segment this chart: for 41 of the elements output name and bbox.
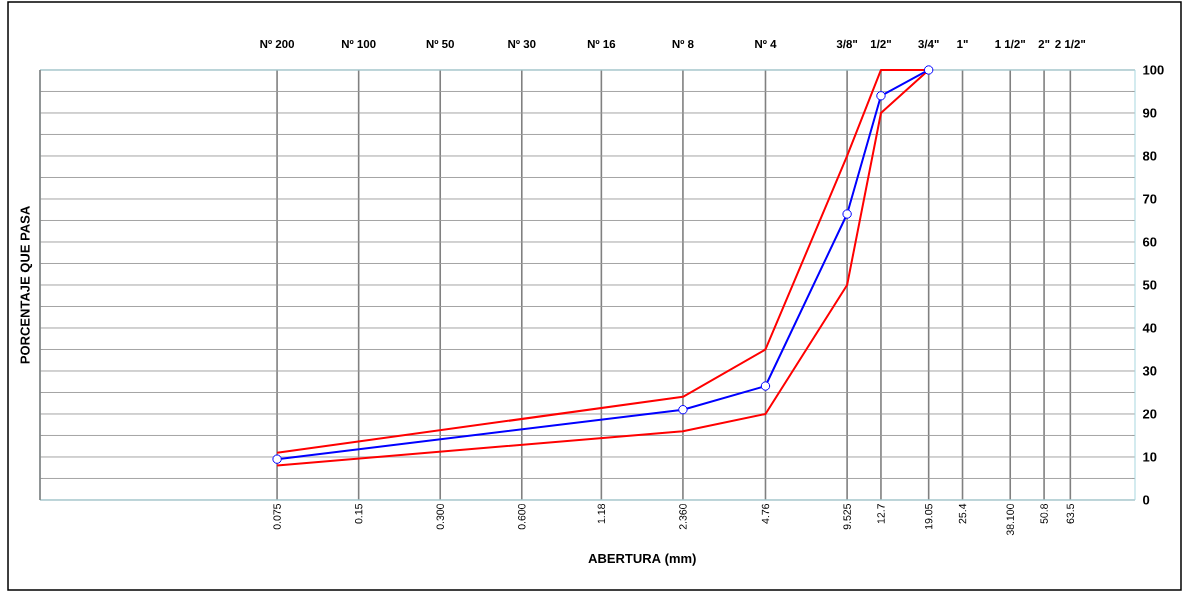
- x-tick-label: 19.05: [924, 503, 933, 529]
- text: 1 1/2": [995, 39, 1025, 49]
- y-tick-label: 20: [1142, 409, 1157, 419]
- y-tick-label: 60: [1142, 237, 1157, 247]
- text: 3/8": [836, 39, 858, 49]
- text: Nº 16: [587, 39, 616, 49]
- x-tick-label: 63.5: [1066, 503, 1075, 524]
- x-tick-label: 9.525: [843, 503, 851, 530]
- text: Nº 100: [341, 39, 376, 49]
- x-tick-label: 25.4: [958, 503, 967, 524]
- text: Nº 4: [755, 40, 777, 48]
- text: 2": [1038, 39, 1050, 48]
- text: 1/2": [870, 39, 891, 49]
- text: 1": [957, 40, 968, 48]
- x-tick-label: 50.8: [1040, 503, 1048, 524]
- text: Nº 50: [426, 39, 454, 49]
- text: 3/4": [918, 39, 939, 49]
- y-tick-label: 30: [1142, 366, 1157, 376]
- x-tick-label: 38.100: [1006, 503, 1014, 536]
- y-tick-label: 70: [1143, 194, 1157, 204]
- y-tick-label: 10: [1143, 452, 1157, 462]
- x-axis-title: ABERTURA (mm): [588, 553, 696, 566]
- x-tick-label: 0.15: [354, 503, 363, 524]
- y-axis-title: PORCENTAJE QUE PASA: [20, 206, 33, 364]
- x-tick-label: 2.360: [679, 503, 687, 530]
- y-tick-label: 50: [1142, 280, 1157, 290]
- y-tick-label: 100: [1143, 65, 1164, 75]
- text: 2 1/2": [1055, 39, 1086, 49]
- x-tick-label: 0.075: [273, 503, 281, 530]
- y-tick-label: 0: [1143, 495, 1150, 505]
- x-tick-label: 12.7: [877, 504, 885, 524]
- y-tick-label: 90: [1142, 108, 1157, 118]
- text: Nº 200: [260, 39, 295, 49]
- x-tick-label: 0.300: [436, 503, 444, 530]
- x-tick-label: 4.76: [761, 503, 770, 524]
- y-tick-label: 80: [1142, 151, 1157, 161]
- y-tick-label: 40: [1142, 323, 1157, 333]
- text: Nº 30: [508, 39, 536, 49]
- x-tick-label: 1.18: [597, 503, 606, 524]
- x-tick-label: 0.600: [518, 503, 526, 530]
- text: Nº 8: [672, 39, 694, 49]
